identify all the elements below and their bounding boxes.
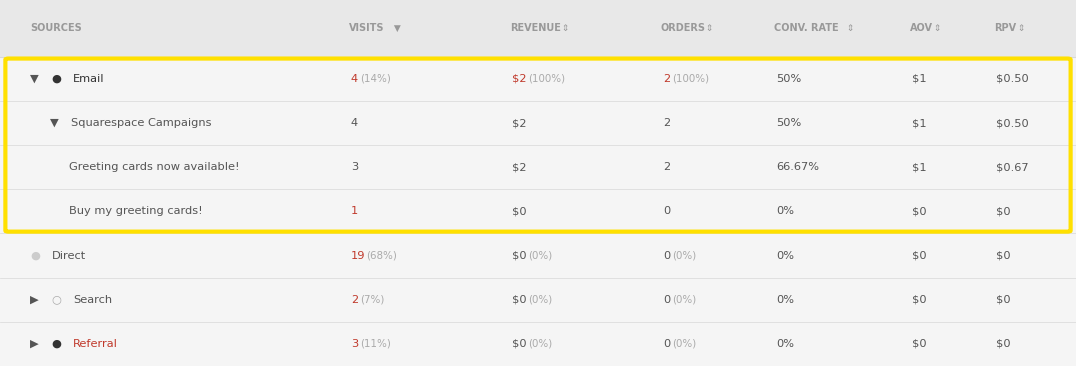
Text: 0: 0	[663, 295, 670, 305]
Text: (0%): (0%)	[528, 295, 552, 305]
Text: $0: $0	[996, 251, 1011, 261]
Text: ▶: ▶	[30, 295, 39, 305]
Text: Direct: Direct	[52, 251, 86, 261]
Text: Buy my greeting cards!: Buy my greeting cards!	[69, 206, 202, 216]
Text: $1: $1	[912, 118, 928, 128]
Text: $0: $0	[512, 339, 527, 349]
Text: (0%): (0%)	[672, 251, 696, 261]
Bar	[0, 322, 1076, 366]
Text: Squarespace Campaigns: Squarespace Campaigns	[71, 118, 212, 128]
Text: $0: $0	[512, 295, 527, 305]
Bar	[0, 189, 1076, 234]
Text: 2: 2	[663, 118, 670, 128]
Text: REVENUE: REVENUE	[510, 23, 561, 33]
Text: (14%): (14%)	[360, 74, 391, 84]
Text: ⇕: ⇕	[1016, 24, 1025, 33]
Text: 0: 0	[663, 206, 670, 216]
Text: $0: $0	[512, 251, 527, 261]
Text: SOURCES: SOURCES	[30, 23, 82, 33]
Text: (0%): (0%)	[528, 339, 552, 349]
Text: ▶: ▶	[30, 339, 39, 349]
Text: ⇕: ⇕	[931, 24, 942, 33]
Text: $2: $2	[512, 74, 526, 84]
Text: $0: $0	[912, 251, 928, 261]
Text: ⇕: ⇕	[703, 24, 713, 33]
Text: $0.50: $0.50	[996, 118, 1029, 128]
Bar	[337, 0, 504, 366]
Text: ⇕: ⇕	[560, 24, 569, 33]
Text: $0: $0	[996, 295, 1011, 305]
Text: 4: 4	[351, 118, 358, 128]
Text: (68%): (68%)	[367, 251, 397, 261]
Text: 3: 3	[351, 162, 358, 172]
Text: $2: $2	[512, 118, 526, 128]
Text: 50%: 50%	[776, 74, 801, 84]
Text: 0: 0	[663, 339, 670, 349]
Text: VISITS: VISITS	[349, 23, 384, 33]
Text: 1: 1	[351, 206, 358, 216]
Text: $0.50: $0.50	[996, 74, 1029, 84]
Text: $0: $0	[512, 206, 527, 216]
Text: $1: $1	[912, 74, 928, 84]
Text: $0: $0	[912, 339, 928, 349]
Text: ▼: ▼	[49, 118, 58, 128]
Text: 2: 2	[663, 74, 670, 84]
Text: 0%: 0%	[776, 295, 794, 305]
Text: 0%: 0%	[776, 339, 794, 349]
Bar	[0, 57, 1076, 101]
Text: 2: 2	[663, 162, 670, 172]
Text: $1: $1	[912, 162, 928, 172]
Text: (0%): (0%)	[672, 295, 696, 305]
Text: 66.67%: 66.67%	[776, 162, 819, 172]
Text: ●: ●	[52, 74, 61, 84]
Text: 0%: 0%	[776, 206, 794, 216]
Text: $0: $0	[996, 206, 1011, 216]
Text: 4: 4	[351, 74, 358, 84]
Text: (0%): (0%)	[672, 339, 696, 349]
Text: Greeting cards now available!: Greeting cards now available!	[69, 162, 240, 172]
Text: (100%): (100%)	[672, 74, 709, 84]
Text: (11%): (11%)	[360, 339, 391, 349]
Text: 0: 0	[663, 251, 670, 261]
Text: ●: ●	[30, 251, 40, 261]
Text: 19: 19	[351, 251, 365, 261]
Bar	[0, 101, 1076, 145]
Text: $0: $0	[996, 339, 1011, 349]
Text: ▼: ▼	[391, 24, 400, 33]
Text: $0: $0	[912, 206, 928, 216]
Text: AOV: AOV	[910, 23, 933, 33]
Text: ●: ●	[52, 339, 61, 349]
Text: Email: Email	[73, 74, 104, 84]
Text: RPV: RPV	[994, 23, 1017, 33]
Text: $0.67: $0.67	[996, 162, 1029, 172]
Text: (7%): (7%)	[360, 295, 384, 305]
Text: 0%: 0%	[776, 251, 794, 261]
Text: 2: 2	[351, 295, 358, 305]
Bar	[0, 278, 1076, 322]
Text: $0: $0	[912, 295, 928, 305]
Text: Referral: Referral	[73, 339, 118, 349]
Text: $2: $2	[512, 162, 526, 172]
Text: 3: 3	[351, 339, 358, 349]
Text: (0%): (0%)	[528, 251, 552, 261]
Text: (100%): (100%)	[528, 74, 565, 84]
Bar	[0, 0, 1076, 57]
Text: ⇕: ⇕	[844, 24, 854, 33]
Text: ORDERS: ORDERS	[661, 23, 706, 33]
Text: 50%: 50%	[776, 118, 801, 128]
Text: ○: ○	[52, 295, 61, 305]
Text: CONV. RATE: CONV. RATE	[774, 23, 838, 33]
Text: Search: Search	[73, 295, 112, 305]
Text: ▼: ▼	[30, 74, 39, 84]
Bar	[0, 234, 1076, 278]
Bar	[0, 145, 1076, 189]
